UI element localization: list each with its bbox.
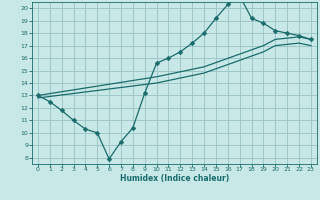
X-axis label: Humidex (Indice chaleur): Humidex (Indice chaleur) (120, 174, 229, 183)
